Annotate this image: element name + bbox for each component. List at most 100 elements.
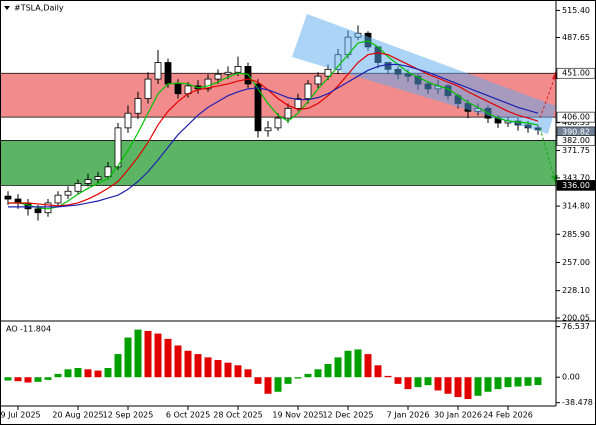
x-tick-label: 28 Oct 2025 bbox=[213, 411, 262, 420]
level-label: 451.00 bbox=[562, 69, 590, 78]
ao-bar bbox=[304, 373, 312, 378]
x-tick-label: 19 Nov 2025 bbox=[272, 411, 323, 420]
ao-bar bbox=[484, 377, 492, 392]
down-arrow bbox=[539, 127, 556, 181]
zone bbox=[0, 140, 556, 186]
y-tick-label: 314.80 bbox=[562, 202, 590, 211]
overlay bbox=[8, 40, 539, 210]
candle-body bbox=[124, 112, 132, 129]
ao-bar bbox=[274, 377, 282, 392]
ao-bar bbox=[354, 349, 362, 378]
ao-bar bbox=[24, 377, 32, 383]
ao-bar bbox=[314, 369, 322, 378]
ao-bar bbox=[404, 377, 412, 390]
ao-bar bbox=[164, 338, 172, 378]
ao-bar bbox=[294, 377, 302, 379]
candle-body bbox=[294, 98, 302, 109]
candle-body bbox=[134, 98, 142, 114]
ao-bar bbox=[124, 337, 132, 378]
ao-bar bbox=[344, 350, 352, 378]
ao-bar bbox=[204, 357, 212, 378]
x-tick-label: 24 Feb 2026 bbox=[483, 411, 533, 420]
ao-bar bbox=[174, 345, 182, 378]
ao-bar bbox=[64, 369, 72, 378]
ao-bar bbox=[234, 365, 242, 378]
level-box bbox=[556, 111, 596, 123]
ao-bar bbox=[414, 377, 422, 388]
x-tick-label: 29 Jul 2025 bbox=[0, 411, 41, 420]
x-tick-label: 20 Aug 2025 bbox=[52, 411, 103, 420]
moving-average bbox=[8, 40, 539, 210]
ao-bar bbox=[474, 377, 482, 396]
ao-bar bbox=[144, 330, 152, 378]
ao-bar bbox=[94, 370, 102, 378]
ao-bar bbox=[494, 377, 502, 390]
level-label: 382.00 bbox=[562, 136, 590, 145]
candle-body bbox=[64, 190, 72, 196]
ao-bar bbox=[74, 367, 82, 378]
ao-bar bbox=[114, 354, 122, 378]
ao-bar bbox=[244, 369, 252, 378]
y-tick-label: 371.75 bbox=[562, 146, 590, 155]
ao-bar bbox=[264, 377, 272, 394]
candle-body bbox=[214, 73, 222, 80]
candle-body bbox=[34, 208, 42, 214]
candle-body bbox=[304, 83, 312, 100]
candle-body bbox=[54, 194, 62, 204]
ao-bar bbox=[254, 377, 262, 384]
ao-bar bbox=[444, 377, 452, 394]
y-tick-label: 285.90 bbox=[562, 230, 590, 239]
ao-bar bbox=[374, 365, 382, 378]
ao-bar bbox=[214, 360, 222, 378]
y-tick-label: 487.65 bbox=[562, 33, 590, 42]
y-tick-label: 343.70 bbox=[562, 173, 590, 182]
ao-bar bbox=[284, 377, 292, 384]
ao-y-tick-label: -38.478 bbox=[562, 398, 593, 407]
ao-bar bbox=[84, 369, 92, 378]
ao-bar bbox=[224, 362, 232, 378]
chart-title: #TSLA,Daily bbox=[14, 4, 64, 13]
level-box bbox=[556, 135, 596, 146]
ao-bar bbox=[154, 333, 162, 378]
candle-body bbox=[94, 176, 102, 180]
ao-bar bbox=[14, 377, 22, 382]
level-label: 406.00 bbox=[562, 113, 590, 122]
ao-bar bbox=[184, 350, 192, 378]
indicator-title: AO -11.804 bbox=[6, 325, 51, 334]
candle-body bbox=[114, 127, 122, 168]
candle-body bbox=[314, 75, 322, 85]
ao-bar bbox=[394, 377, 402, 384]
y-tick-label: 515.40 bbox=[562, 6, 590, 15]
menu-icon bbox=[4, 6, 10, 10]
ao-bar bbox=[454, 377, 462, 398]
y-tick-label: 228.10 bbox=[562, 286, 590, 295]
candle-body bbox=[274, 117, 282, 129]
candle-body bbox=[234, 66, 242, 73]
x-tick-label: 30 Jan 2026 bbox=[434, 411, 482, 420]
candle-body bbox=[74, 183, 82, 192]
level-label: 336.00 bbox=[562, 181, 590, 190]
ao-bar bbox=[104, 367, 112, 378]
candle-body bbox=[144, 78, 152, 100]
ao-y-tick-label: 76.537 bbox=[562, 322, 590, 331]
ao-bar bbox=[4, 377, 12, 381]
candle-body bbox=[4, 195, 12, 200]
ao-bar bbox=[44, 377, 52, 380]
ao-bar bbox=[194, 354, 202, 378]
ao-bar bbox=[424, 377, 432, 386]
ao-bar bbox=[54, 373, 62, 378]
candle-body bbox=[224, 71, 232, 75]
candle-body bbox=[254, 83, 262, 132]
ao-bar bbox=[534, 377, 542, 386]
ao-bar bbox=[514, 377, 522, 387]
candle-body bbox=[84, 179, 92, 184]
y-tick-label: 400.35 bbox=[562, 118, 590, 127]
level-box bbox=[556, 180, 596, 191]
ao-bar bbox=[434, 377, 442, 391]
ao-bar bbox=[134, 329, 142, 378]
x-tick-label: 12 Sep 2025 bbox=[103, 411, 154, 420]
candle-body bbox=[174, 83, 182, 95]
ao-bar bbox=[34, 377, 42, 382]
